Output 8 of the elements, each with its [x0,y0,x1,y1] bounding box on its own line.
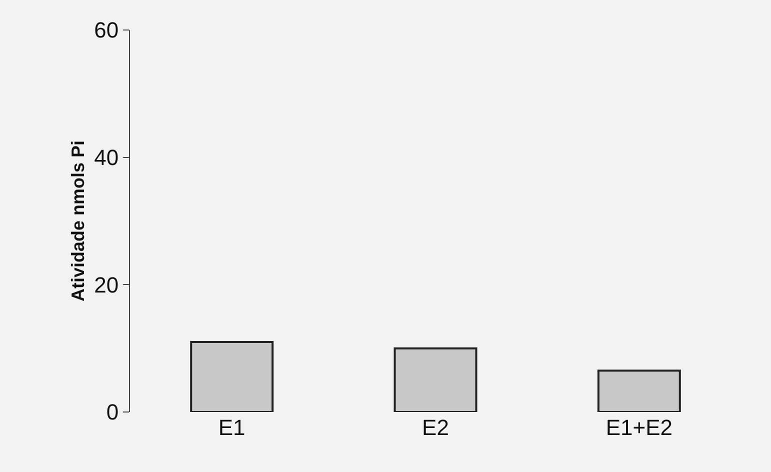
y-tick-label: 20 [94,272,119,298]
y-tick-label: 0 [106,400,119,425]
y-axis-title: Atividade nmols Pi [68,140,88,302]
x-tick-label: E1+E2 [606,415,673,440]
y-tick-label: 40 [94,145,119,170]
x-tick-label: E1 [218,415,246,440]
y-tick-label: 60 [94,18,119,43]
x-tick-label: E2 [422,415,449,440]
